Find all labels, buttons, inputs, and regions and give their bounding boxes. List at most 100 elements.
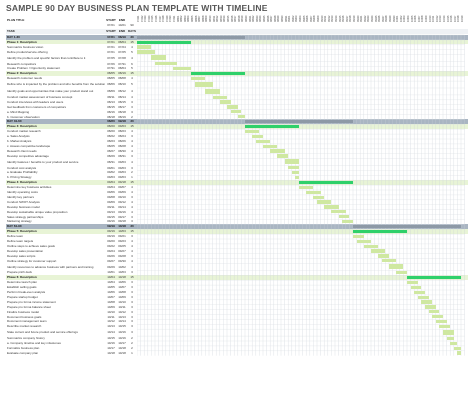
task-duration: 3 xyxy=(131,270,133,275)
timeline-date: 09/26 xyxy=(378,15,382,23)
gantt-bar xyxy=(443,329,454,336)
timeline-date: 08/09 xyxy=(205,15,209,23)
gantt-bar xyxy=(432,315,443,319)
task-row: State current and future product and ser… xyxy=(6,329,468,336)
timeline-date: 08/30 xyxy=(281,15,284,23)
gantt-bar xyxy=(191,76,206,81)
task-duration: 3 xyxy=(131,109,133,114)
task-row: Define team targets 09/20 09/23 4 xyxy=(6,239,468,244)
task-row: Define who is impacted by the problem an… xyxy=(6,81,468,88)
task-start: 10/16 xyxy=(107,341,115,345)
task-start: 08/22 xyxy=(107,134,115,139)
timeline-date: 09/09 xyxy=(317,15,320,23)
task-end: 10/03 xyxy=(118,229,126,234)
task-name: a. Evaluate Profitability xyxy=(7,170,38,175)
task-start: 10/10 xyxy=(107,309,115,314)
timeline-date: 09/03 xyxy=(295,15,299,23)
task-name: a. Mind Mapping xyxy=(7,109,30,114)
task-row: Prepare pro forma income statement 10/08 1… xyxy=(6,300,468,305)
task-start: 08/11 xyxy=(107,94,115,99)
gantt-bar xyxy=(291,171,299,175)
task-duration: 30 xyxy=(130,35,134,39)
gantt-bar xyxy=(137,50,155,54)
task-start: 07/21 xyxy=(107,49,115,54)
task-end: 10/08 xyxy=(118,290,126,294)
task-end: 08/19 xyxy=(118,35,126,39)
page-title: SAMPLE 90 DAY BUSINESS PLAN TEMPLATE WIT… xyxy=(6,3,268,13)
timeline-date: 08/02 xyxy=(180,15,184,23)
task-name: Determine launch plan xyxy=(7,280,38,285)
task-start: 08/05 xyxy=(107,71,115,76)
task-end: 08/24 xyxy=(118,134,126,139)
task-duration: 4 xyxy=(131,204,133,209)
gantt-bar xyxy=(299,185,314,189)
task-name: Develop competitive advantage xyxy=(7,153,49,158)
gantt-bar xyxy=(317,200,332,204)
gantt-bar xyxy=(230,110,242,114)
timeline-date: 10/11 xyxy=(432,15,436,22)
gantt-bar xyxy=(353,224,461,229)
task-duration: 15 xyxy=(130,39,134,44)
timeline-date: 07/26 xyxy=(155,15,158,23)
task-row: Conduct interviews with leaders and user… xyxy=(6,100,468,105)
task-start: 10/07 xyxy=(107,294,115,299)
task-start: 09/01 xyxy=(107,165,115,170)
task-end: 08/26 xyxy=(118,139,126,143)
task-end: 09/03 xyxy=(118,170,126,175)
task-end: 08/10 xyxy=(118,82,126,87)
task-end: 09/12 xyxy=(118,199,126,204)
task-start: 09/02 xyxy=(107,170,115,175)
task-name: Define team targets xyxy=(7,239,34,243)
task-name: Determine key business activities xyxy=(7,185,52,190)
header-start-label: START xyxy=(106,18,116,22)
task-name: Describe market research xyxy=(7,324,42,329)
timeline-date: 08/20 xyxy=(245,15,248,23)
timeline-date: 07/21 xyxy=(137,15,140,23)
task-end: 08/12 xyxy=(118,89,126,93)
task-end: 09/23 xyxy=(118,239,126,243)
timeline-date: 09/28 xyxy=(385,15,389,23)
task-row: Develop sales presentation 09/24 09/27 4 xyxy=(6,249,468,254)
task-duration: 4 xyxy=(131,159,133,164)
task-duration: 4 xyxy=(131,143,133,148)
task-row: Evaluate company plan 10/18 10/18 1 xyxy=(6,351,468,356)
column-end: END xyxy=(118,29,126,33)
task-start: 07/21 xyxy=(107,44,115,49)
task-name: Formalize business plan xyxy=(7,345,40,350)
gantt-bar xyxy=(137,35,245,39)
timeline-date: 10/19 xyxy=(461,15,464,23)
task-row: Document management team 10/12 10/14 3 xyxy=(6,319,468,324)
task-start: 08/31 xyxy=(107,159,115,164)
task-start: 08/25 xyxy=(107,143,115,148)
gantt-bar xyxy=(414,290,425,294)
task-row: b. Pricing Strategy 09/03 09/03 1 xyxy=(6,175,468,180)
task-name: b. Customer observation xyxy=(7,114,40,119)
header-duration-value: 90 xyxy=(130,23,134,27)
gantt-bar xyxy=(421,300,433,304)
task-start: 08/16 xyxy=(107,109,115,114)
task-start: 10/05 xyxy=(107,285,115,290)
timeline-date: 08/22 xyxy=(252,15,256,23)
task-end: 09/10 xyxy=(118,194,126,199)
timeline-date: 08/04 xyxy=(187,15,191,23)
task-duration: 4 xyxy=(131,209,133,214)
gantt-bar xyxy=(155,62,177,66)
gantt-bar xyxy=(137,40,191,44)
task-row: a. Company timeline and key milestones 10… xyxy=(6,341,468,346)
timeline-date: 07/23 xyxy=(144,15,148,23)
task-end: 08/19 xyxy=(118,114,126,119)
task-end: 09/18 xyxy=(118,219,126,224)
task-duration: 5 xyxy=(131,66,133,71)
task-duration: 3 xyxy=(131,290,133,294)
task-name: Conduct cost analysis xyxy=(7,165,37,170)
task-name: Summarize company history xyxy=(7,336,45,341)
timeline-date: 10/13 xyxy=(439,15,443,23)
task-end: 10/07 xyxy=(118,285,126,290)
task-end: 07/28 xyxy=(118,55,126,60)
task-duration: 4 xyxy=(131,89,133,93)
task-start: 09/03 xyxy=(107,175,115,180)
timeline-date: 10/06 xyxy=(414,15,418,23)
task-start: 10/14 xyxy=(107,330,115,335)
timeline-date: 09/19 xyxy=(353,15,356,23)
gantt-bar xyxy=(457,351,461,355)
